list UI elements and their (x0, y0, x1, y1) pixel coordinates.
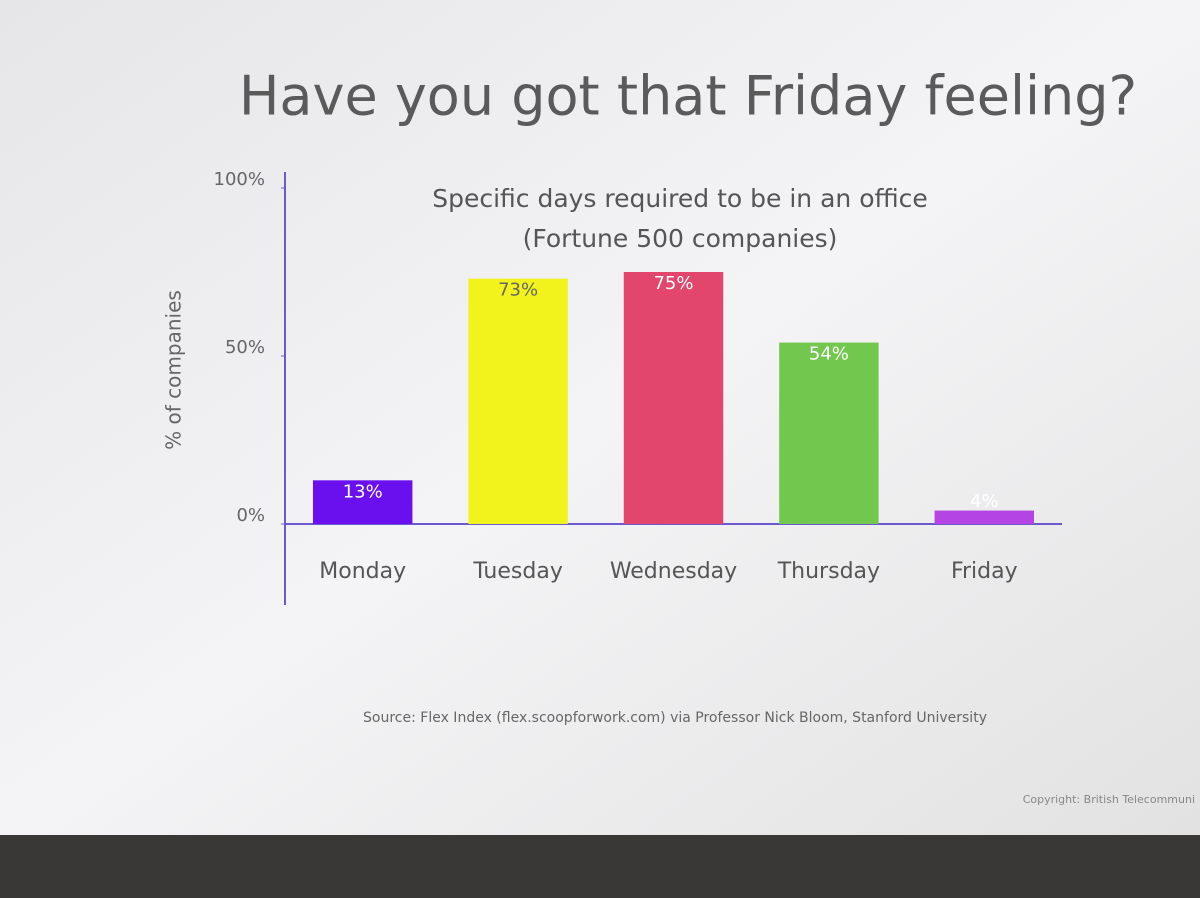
value-label: 73% (498, 280, 538, 301)
x-tick-label: Monday (319, 559, 406, 584)
bar (934, 510, 1035, 524)
bar (779, 342, 879, 524)
value-label: 54% (809, 344, 849, 365)
copyright: Copyright: British Telecommuni (1023, 793, 1195, 806)
slide-background (0, 0, 1200, 835)
bar (623, 272, 724, 524)
bar (312, 480, 413, 524)
slide-heading: Have you got that Friday feeling? (239, 65, 1137, 128)
value-label: 75% (653, 273, 693, 294)
y-tick-label: 100% (214, 169, 265, 190)
screen-edge (0, 835, 1200, 898)
chart-title: Specific days required to be in an offic… (432, 184, 928, 213)
y-tick-label: 0% (236, 505, 265, 526)
value-label: 4% (970, 491, 999, 512)
y-tick-label: 50% (225, 337, 265, 358)
source-note: Source: Flex Index (flex.scoopforwork.co… (363, 710, 987, 726)
value-label: 13% (343, 481, 383, 502)
x-tick-label: Tuesday (472, 559, 563, 584)
x-tick-label: Wednesday (610, 559, 737, 584)
x-tick-label: Thursday (777, 559, 880, 584)
x-tick-label: Friday (951, 559, 1018, 584)
chart-subtitle: (Fortune 500 companies) (523, 224, 838, 253)
y-axis-label: % of companies (162, 290, 186, 450)
bar (468, 278, 568, 524)
